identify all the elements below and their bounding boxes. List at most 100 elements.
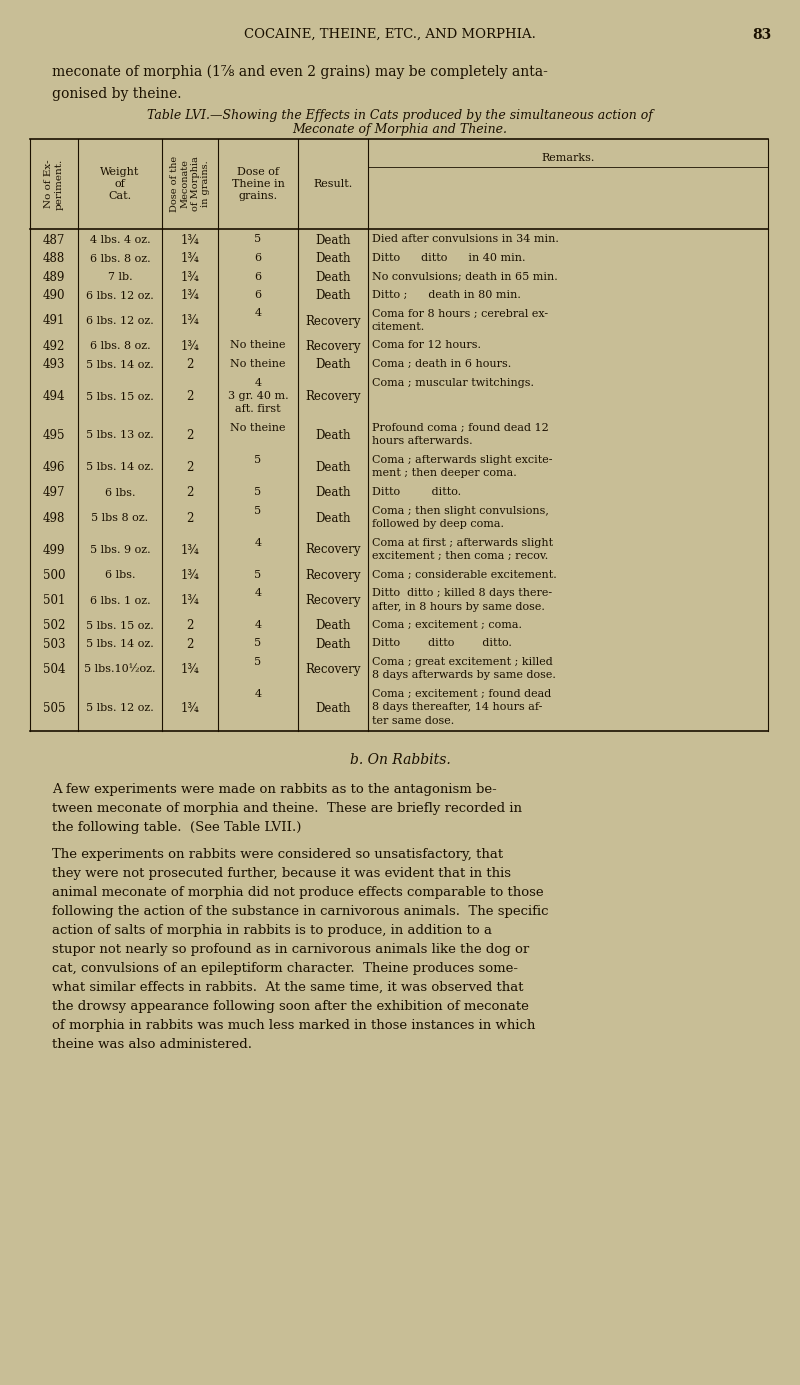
Text: Death: Death [315, 511, 350, 525]
Text: 2: 2 [186, 429, 194, 442]
Text: 2: 2 [186, 391, 194, 403]
Text: theine was also administered.: theine was also administered. [52, 1037, 252, 1051]
Text: Death: Death [315, 637, 350, 651]
Text: Death: Death [315, 429, 350, 442]
Text: 497: 497 [42, 486, 66, 499]
Text: Death: Death [315, 461, 350, 474]
Text: 489: 489 [43, 270, 65, 284]
Text: 5 lbs. 15 oz.: 5 lbs. 15 oz. [86, 620, 154, 630]
Text: 2: 2 [186, 619, 194, 632]
Text: 5: 5 [254, 656, 262, 668]
Text: gonised by theine.: gonised by theine. [52, 87, 182, 101]
Text: 500: 500 [42, 569, 66, 582]
Text: COCAINE, THEINE, ETC., AND MORPHIA.: COCAINE, THEINE, ETC., AND MORPHIA. [244, 28, 536, 42]
Text: 5 lbs.10½oz.: 5 lbs.10½oz. [84, 665, 156, 674]
Text: 2: 2 [186, 637, 194, 651]
Text: the following table.  (See Table LVII.): the following table. (See Table LVII.) [52, 821, 302, 834]
Text: 5: 5 [254, 638, 262, 648]
Text: Ditto  ditto ; killed 8 days there-: Ditto ditto ; killed 8 days there- [372, 589, 552, 598]
Text: Coma ; then slight convulsions,: Coma ; then slight convulsions, [372, 506, 549, 515]
Text: 8 days thereafter, 14 hours af-: 8 days thereafter, 14 hours af- [372, 702, 542, 712]
Text: 499: 499 [42, 543, 66, 557]
Text: 1¾: 1¾ [181, 663, 199, 676]
Text: Death: Death [315, 702, 350, 715]
Text: 491: 491 [43, 314, 65, 327]
Text: Coma ; great excitement ; killed: Coma ; great excitement ; killed [372, 656, 553, 668]
Text: Weight
of
Cat.: Weight of Cat. [100, 168, 140, 201]
Text: Coma ; muscular twitchings.: Coma ; muscular twitchings. [372, 378, 534, 388]
Text: Coma at first ; afterwards slight: Coma at first ; afterwards slight [372, 537, 553, 547]
Text: Death: Death [315, 270, 350, 284]
Text: The experiments on rabbits were considered so unsatisfactory, that: The experiments on rabbits were consider… [52, 848, 503, 861]
Text: Dose of
Theine in
grains.: Dose of Theine in grains. [231, 168, 285, 201]
Text: Coma for 8 hours ; cerebral ex-: Coma for 8 hours ; cerebral ex- [372, 309, 548, 319]
Text: 6: 6 [254, 271, 262, 281]
Text: 6 lbs. 8 oz.: 6 lbs. 8 oz. [90, 253, 150, 263]
Text: Death: Death [315, 619, 350, 632]
Text: 6: 6 [254, 289, 262, 301]
Text: No theine: No theine [230, 422, 286, 434]
Text: 5 lbs. 12 oz.: 5 lbs. 12 oz. [86, 704, 154, 713]
Text: 1¾: 1¾ [181, 543, 199, 557]
Text: Recovery: Recovery [306, 391, 361, 403]
Text: 501: 501 [43, 594, 65, 607]
Text: Recovery: Recovery [306, 663, 361, 676]
Text: 493: 493 [42, 359, 66, 371]
Text: followed by deep coma.: followed by deep coma. [372, 519, 504, 529]
Text: Coma for 12 hours.: Coma for 12 hours. [372, 341, 481, 350]
Text: Recovery: Recovery [306, 314, 361, 327]
Text: 5: 5 [254, 506, 262, 515]
Text: stupor not nearly so profound as in carnivorous animals like the dog or: stupor not nearly so profound as in carn… [52, 943, 530, 956]
Text: 4: 4 [254, 620, 262, 630]
Text: 2: 2 [186, 461, 194, 474]
Text: ment ; then deeper coma.: ment ; then deeper coma. [372, 468, 517, 478]
Text: 2: 2 [186, 359, 194, 371]
Text: 1¾: 1¾ [181, 569, 199, 582]
Text: b. On Rabbits.: b. On Rabbits. [350, 753, 450, 767]
Text: A few experiments were made on rabbits as to the antagonism be-: A few experiments were made on rabbits a… [52, 783, 497, 796]
Text: 494: 494 [42, 391, 66, 403]
Text: 5: 5 [254, 456, 262, 465]
Text: Coma ; excitement ; found dead: Coma ; excitement ; found dead [372, 688, 551, 699]
Text: of morphia in rabbits was much less marked in those instances in which: of morphia in rabbits was much less mark… [52, 1019, 535, 1032]
Text: Recovery: Recovery [306, 543, 361, 557]
Text: 505: 505 [42, 702, 66, 715]
Text: Died after convulsions in 34 min.: Died after convulsions in 34 min. [372, 234, 559, 245]
Text: 4: 4 [254, 309, 262, 319]
Text: Coma ; excitement ; coma.: Coma ; excitement ; coma. [372, 620, 522, 630]
Text: 7 lb.: 7 lb. [108, 273, 132, 283]
Text: Death: Death [315, 234, 350, 247]
Text: 5: 5 [254, 569, 262, 579]
Text: 1¾: 1¾ [181, 289, 199, 302]
Text: what similar effects in rabbits.  At the same time, it was observed that: what similar effects in rabbits. At the … [52, 981, 523, 994]
Text: they were not prosecuted further, because it was evident that in this: they were not prosecuted further, becaus… [52, 867, 511, 879]
Text: 492: 492 [43, 339, 65, 353]
Text: 1¾: 1¾ [181, 234, 199, 247]
Text: Recovery: Recovery [306, 569, 361, 582]
Text: 495: 495 [42, 429, 66, 442]
Text: 6 lbs.: 6 lbs. [105, 571, 135, 580]
Text: Death: Death [315, 486, 350, 499]
Text: 6 lbs. 1 oz.: 6 lbs. 1 oz. [90, 596, 150, 605]
Text: 3 gr. 40 m.: 3 gr. 40 m. [228, 391, 288, 402]
Text: Remarks.: Remarks. [542, 152, 594, 163]
Text: 4: 4 [254, 589, 262, 598]
Text: Coma ; death in 6 hours.: Coma ; death in 6 hours. [372, 359, 511, 368]
Text: Recovery: Recovery [306, 339, 361, 353]
Text: meconate of morphia (1⅞ and even 2 grains) may be completely anta-: meconate of morphia (1⅞ and even 2 grain… [52, 65, 548, 79]
Text: action of salts of morphia in rabbits is to produce, in addition to a: action of salts of morphia in rabbits is… [52, 924, 492, 938]
Text: after, in 8 hours by same dose.: after, in 8 hours by same dose. [372, 601, 545, 612]
Text: the drowsy appearance following soon after the exhibition of meconate: the drowsy appearance following soon aft… [52, 1000, 529, 1012]
Text: 488: 488 [43, 252, 65, 266]
Text: 1¾: 1¾ [181, 702, 199, 715]
Text: 490: 490 [42, 289, 66, 302]
Text: 4: 4 [254, 537, 262, 547]
Text: 2: 2 [186, 486, 194, 499]
Text: Death: Death [315, 289, 350, 302]
Text: Meconate of Morphia and Theine.: Meconate of Morphia and Theine. [293, 123, 507, 136]
Text: hours afterwards.: hours afterwards. [372, 436, 473, 446]
Text: 4 lbs. 4 oz.: 4 lbs. 4 oz. [90, 235, 150, 245]
Text: 5 lbs. 14 oz.: 5 lbs. 14 oz. [86, 463, 154, 472]
Text: Profound coma ; found dead 12: Profound coma ; found dead 12 [372, 422, 549, 434]
Text: 502: 502 [43, 619, 65, 632]
